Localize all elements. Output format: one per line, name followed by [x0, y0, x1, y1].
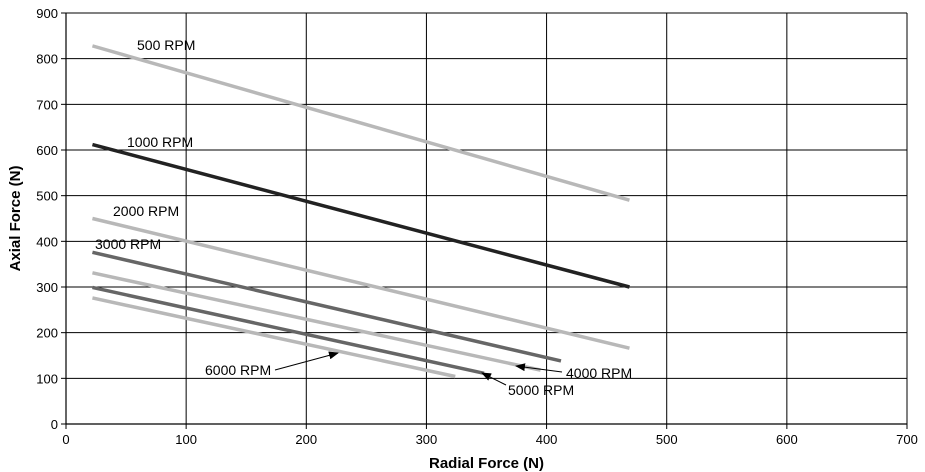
x-tick-label: 600: [776, 432, 798, 447]
x-tick-label: 300: [416, 432, 438, 447]
x-tick-label: 0: [62, 432, 69, 447]
y-tick-label: 900: [36, 6, 58, 21]
y-tick-label: 0: [51, 417, 58, 432]
y-tick-label: 300: [36, 280, 58, 295]
series-line-1000-rpm: [91, 142, 630, 289]
series-label-500-rpm: 500 RPM: [137, 37, 195, 53]
label-arrow: [515, 363, 563, 373]
y-tick-label: 700: [36, 97, 58, 112]
x-tick-label: 100: [175, 432, 197, 447]
label-arrow: [481, 372, 507, 386]
y-tick-label: 400: [36, 234, 58, 249]
series-label-5000-rpm: 5000 RPM: [508, 382, 574, 398]
label-arrow: [274, 351, 339, 371]
series-line-4000-rpm: [92, 271, 541, 372]
x-tick-label: 700: [896, 432, 918, 447]
series-line-500-rpm: [91, 44, 630, 202]
axes: 0 100 200 300 400 500 600 700 0 100 200 300 400 500 60…: [36, 6, 918, 447]
y-tick-label: 200: [36, 326, 58, 341]
y-tick-label: 600: [36, 143, 58, 158]
series-label-6000-rpm: 6000 RPM: [205, 362, 271, 378]
y-axis-title: Axial Force (N): [7, 166, 24, 272]
x-tick-label: 400: [536, 432, 558, 447]
x-tick-label: 200: [295, 432, 317, 447]
x-axis-title: Radial Force (N): [429, 455, 544, 472]
series-line-3000-rpm: [92, 250, 562, 363]
data-series: [91, 44, 630, 379]
series-label-3000-rpm: 3000 RPM: [95, 236, 161, 252]
grid-lines: [66, 12, 908, 424]
series-label-2000-rpm: 2000 RPM: [113, 203, 179, 219]
x-tick-label: 500: [656, 432, 678, 447]
series-label-1000-rpm: 1000 RPM: [127, 134, 193, 150]
series-line-2000-rpm: [92, 216, 630, 350]
series-label-4000-rpm: 4000 RPM: [566, 365, 632, 381]
y-tick-label: 100: [36, 371, 58, 386]
series-line-6000-rpm: [92, 296, 456, 379]
y-tick-label: 500: [36, 189, 58, 204]
series-labels: 500 RPM 1000 RPM 2000 RPM 3000 RPM 4000 RPM5…: [95, 37, 632, 398]
y-tick-label: 800: [36, 52, 58, 67]
series-line-5000-rpm: [92, 285, 485, 376]
